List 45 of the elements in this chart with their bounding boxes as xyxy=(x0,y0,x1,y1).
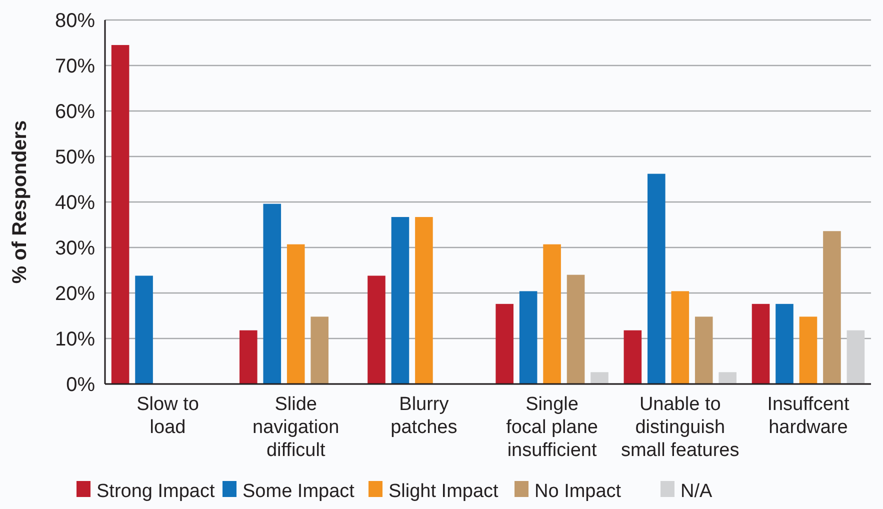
bar xyxy=(135,276,153,384)
x-tick-label: Slow to load xyxy=(136,394,199,438)
bar xyxy=(648,174,666,384)
bar xyxy=(391,217,410,384)
bar xyxy=(590,372,608,384)
y-tick-label: 60% xyxy=(54,101,96,123)
bar xyxy=(519,291,538,384)
x-tick-label: Single focal plane insufficient xyxy=(506,394,598,461)
legend-label: No Impact xyxy=(534,481,622,502)
bar xyxy=(543,244,561,384)
bar xyxy=(566,274,585,384)
bar xyxy=(368,276,386,384)
bar xyxy=(240,330,258,384)
legend-label: Strong Impact xyxy=(96,481,216,502)
bar xyxy=(286,244,305,384)
bar xyxy=(694,316,713,384)
y-tick-label: 50% xyxy=(54,146,96,168)
bar xyxy=(310,316,328,384)
bar xyxy=(496,304,514,384)
bar xyxy=(718,372,736,384)
legend-label: N/A xyxy=(680,481,712,502)
bar xyxy=(823,231,841,384)
legend-label: Slight Impact xyxy=(388,481,500,502)
x-tick-label: Unable to distinguish small features xyxy=(621,394,740,461)
bar xyxy=(799,316,818,384)
y-axis-title: % of Responders xyxy=(9,120,31,284)
bar xyxy=(776,304,794,384)
bar xyxy=(263,204,282,384)
x-tick-label: Blurry patches xyxy=(390,394,458,438)
y-tick-label: 10% xyxy=(54,328,96,350)
x-tick-label: Insuffcent hardware xyxy=(767,394,850,438)
bar xyxy=(111,45,130,384)
y-tick-label: 20% xyxy=(54,283,96,305)
y-tick-label: 80% xyxy=(54,10,96,32)
bar xyxy=(846,330,865,384)
y-tick-label: 0% xyxy=(66,374,96,396)
y-tick-label: 40% xyxy=(54,192,96,214)
y-tick-label: 30% xyxy=(54,238,96,260)
legend-label: Some Impact xyxy=(242,481,356,502)
bar xyxy=(415,217,433,384)
bar xyxy=(752,304,770,384)
bar xyxy=(624,330,642,384)
y-tick-label: 70% xyxy=(54,56,96,78)
x-tick-label: Slide navigation difficult xyxy=(252,394,340,461)
bar xyxy=(671,291,690,384)
